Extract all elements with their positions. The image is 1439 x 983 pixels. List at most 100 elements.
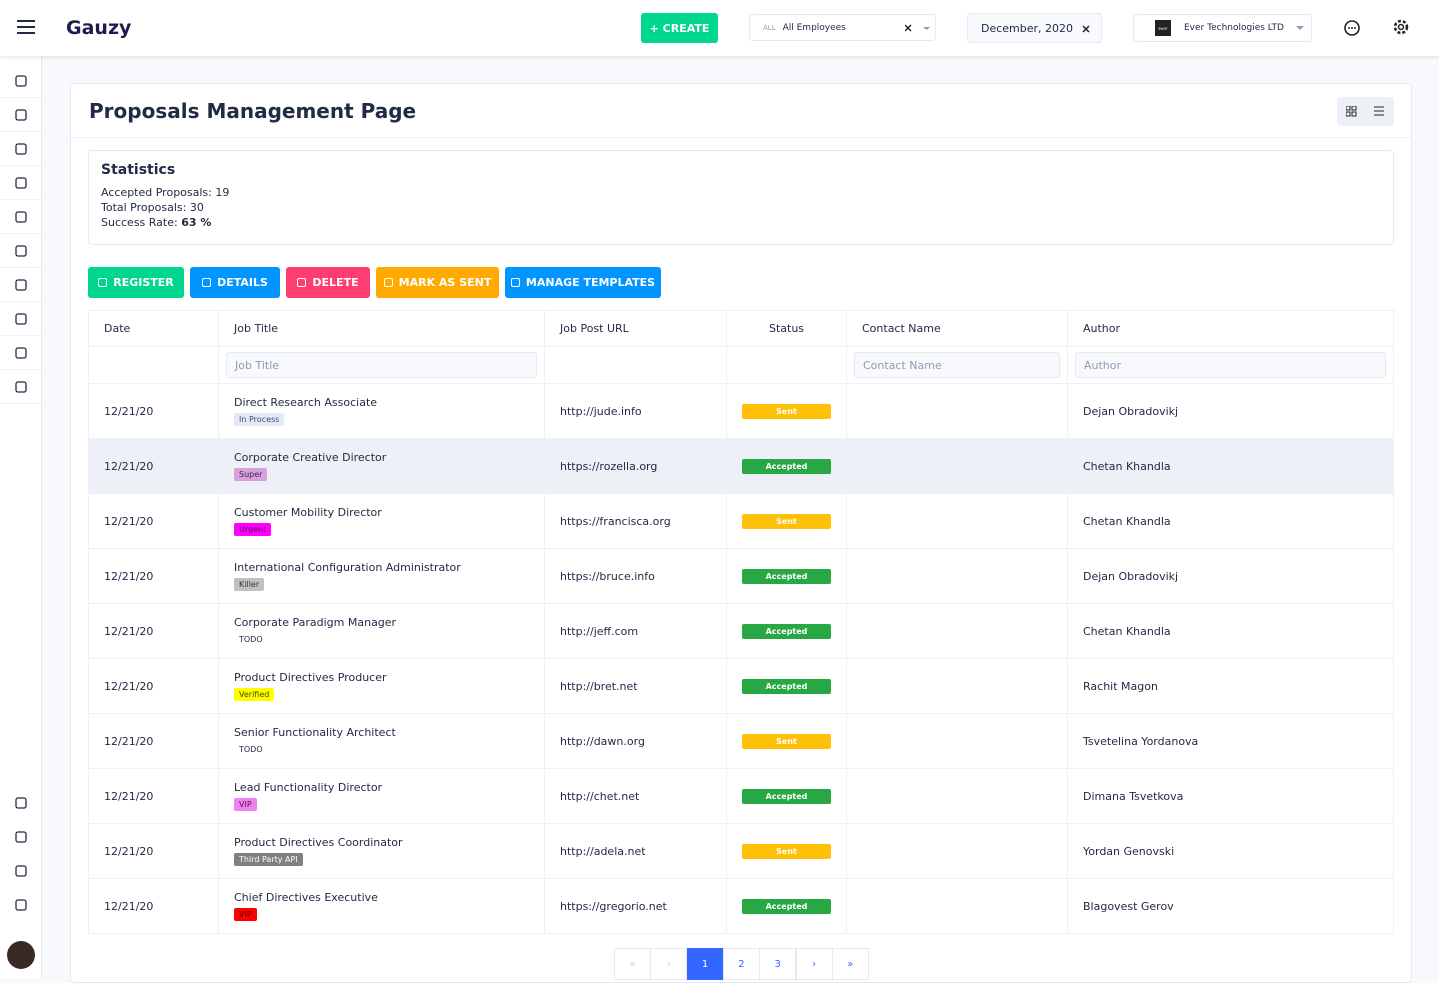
status-badge: Sent (742, 403, 831, 419)
organization-select[interactable]: ever Ever Technologies LTD (1133, 14, 1312, 42)
title-cell: Product Directives Coordinator Third Part… (218, 823, 545, 879)
org-badge: ever (1155, 20, 1171, 36)
settings-icon[interactable] (1392, 18, 1410, 36)
action-button[interactable]: DETAILS (190, 267, 280, 298)
nav-icon[interactable] (13, 345, 29, 361)
statistics-title: Statistics (101, 162, 176, 178)
contact-cell (846, 658, 1068, 714)
page-button[interactable]: « (614, 948, 651, 980)
stat-line: Total Proposals: 30 (101, 200, 1381, 215)
contact-cell (846, 713, 1068, 769)
nav-icon[interactable] (13, 175, 29, 191)
status-badge: Accepted (742, 568, 831, 584)
page-button[interactable]: » (831, 948, 869, 980)
table-row[interactable]: 12/21/20 Corporate Creative Director Super… (88, 438, 1394, 494)
author-cell: Rachit Magon (1067, 658, 1394, 714)
filter-input[interactable]: Contact Name (854, 352, 1060, 378)
stat-label: Total Proposals: (101, 201, 187, 214)
nav-icon[interactable] (13, 141, 29, 157)
button-icon (297, 278, 307, 287)
table-row[interactable]: 12/21/20 Chief Directives Executive VIP htt… (88, 878, 1394, 934)
job-title: Customer Mobility Director (234, 506, 382, 519)
nav-icon[interactable] (13, 277, 29, 293)
nav-separator (0, 301, 42, 302)
table-row[interactable]: 12/21/20 Product Directives Coordinator Th… (88, 823, 1394, 879)
tag: In Process (234, 413, 285, 426)
job-title: International Configuration Administrato… (234, 561, 461, 574)
filter-input[interactable]: Author (1075, 352, 1386, 378)
avatar[interactable] (7, 941, 35, 969)
page-button[interactable]: 2 (722, 948, 760, 980)
tag: TODO (234, 633, 268, 646)
page-button[interactable]: 1 (686, 948, 724, 980)
create-button[interactable]: + CREATE (641, 13, 718, 43)
contact-cell (846, 493, 1068, 549)
logo[interactable]: Gauzy (66, 17, 132, 39)
button-label: MANAGE TEMPLATES (525, 276, 656, 289)
nav-separator (0, 199, 42, 200)
job-title: Senior Functionality Architect (234, 726, 396, 739)
status-cell: Sent (726, 493, 847, 549)
title-cell: Customer Mobility Director Urgent (218, 493, 545, 549)
status-badge: Sent (742, 843, 831, 859)
proposals-table: Date Job Title Job Post URL Status Contact N… (88, 310, 1394, 934)
page-title: Proposals Management Page (89, 99, 417, 123)
stat-label: Success Rate: (101, 216, 178, 229)
chat-icon[interactable] (1343, 19, 1361, 37)
contact-cell (846, 383, 1068, 439)
column-header: Contact Name (846, 310, 1068, 347)
contact-cell (846, 603, 1068, 659)
table-row[interactable]: 12/21/20 Customer Mobility Director Urgent… (88, 493, 1394, 549)
job-title: Product Directives Coordinator (234, 836, 403, 849)
contact-cell (846, 878, 1068, 934)
table-row[interactable]: 12/21/20 Product Directives Producer Verif… (88, 658, 1394, 714)
nav-icon[interactable] (13, 107, 29, 123)
date-picker[interactable]: December, 2020 (967, 13, 1102, 43)
table-row[interactable]: 12/21/20 Lead Functionality Director VIP ht… (88, 768, 1394, 824)
status-badge: Accepted (742, 623, 831, 639)
select-label: All Employees (782, 22, 846, 33)
nav-icon[interactable] (13, 795, 29, 811)
menu-icon[interactable] (17, 20, 35, 34)
tag: Third Party API (234, 853, 303, 866)
action-button[interactable]: DELETE (286, 267, 370, 298)
action-button[interactable]: MANAGE TEMPLATES (505, 267, 661, 298)
filter-input[interactable]: Job Title (226, 352, 537, 378)
filter-cell: Author (1067, 346, 1394, 384)
nav-icon[interactable] (13, 243, 29, 259)
stat-value: 63 % (181, 216, 212, 229)
action-button[interactable]: REGISTER (88, 267, 184, 298)
nav-separator (0, 403, 42, 404)
divider (71, 137, 1411, 138)
table-row[interactable]: 12/21/20 Direct Research Associate In Proc… (88, 383, 1394, 439)
view-toggle[interactable] (1337, 97, 1394, 126)
nav-icon[interactable] (13, 863, 29, 879)
author-cell: Yordan Genovski (1067, 823, 1394, 879)
nav-icon[interactable] (13, 209, 29, 225)
table-row[interactable]: 12/21/20 International Configuration Admi… (88, 548, 1394, 604)
table-row[interactable]: 12/21/20 Senior Functionality Architect TO… (88, 713, 1394, 769)
tag: VIP (234, 798, 257, 811)
nav-icon[interactable] (13, 379, 29, 395)
nav-separator (0, 267, 42, 268)
nav-icon[interactable] (13, 829, 29, 845)
nav-separator (0, 369, 42, 370)
nav-separator (0, 97, 42, 98)
table-row[interactable]: 12/21/20 Corporate Paradigm Manager TODO ht… (88, 603, 1394, 659)
author-cell: Chetan Khandla (1067, 438, 1394, 494)
action-button[interactable]: MARK AS SENT (376, 267, 499, 298)
employee-select[interactable]: ALL All Employees (749, 14, 936, 41)
tag: Killer (234, 578, 265, 591)
stat-value: 19 (215, 186, 230, 199)
page-button[interactable]: 3 (759, 948, 797, 980)
select-controls (905, 24, 930, 32)
nav-icon[interactable] (13, 897, 29, 913)
page-button[interactable]: › (795, 948, 833, 980)
date-cell: 12/21/20 (88, 603, 219, 659)
url-cell: http://adela.net (544, 823, 727, 879)
nav-icon[interactable] (13, 311, 29, 327)
nav-icon[interactable] (13, 73, 29, 89)
page-button[interactable]: ‹ (650, 948, 688, 980)
url-cell: https://francisca.org (544, 493, 727, 549)
title-cell: Corporate Paradigm Manager TODO (218, 603, 545, 659)
